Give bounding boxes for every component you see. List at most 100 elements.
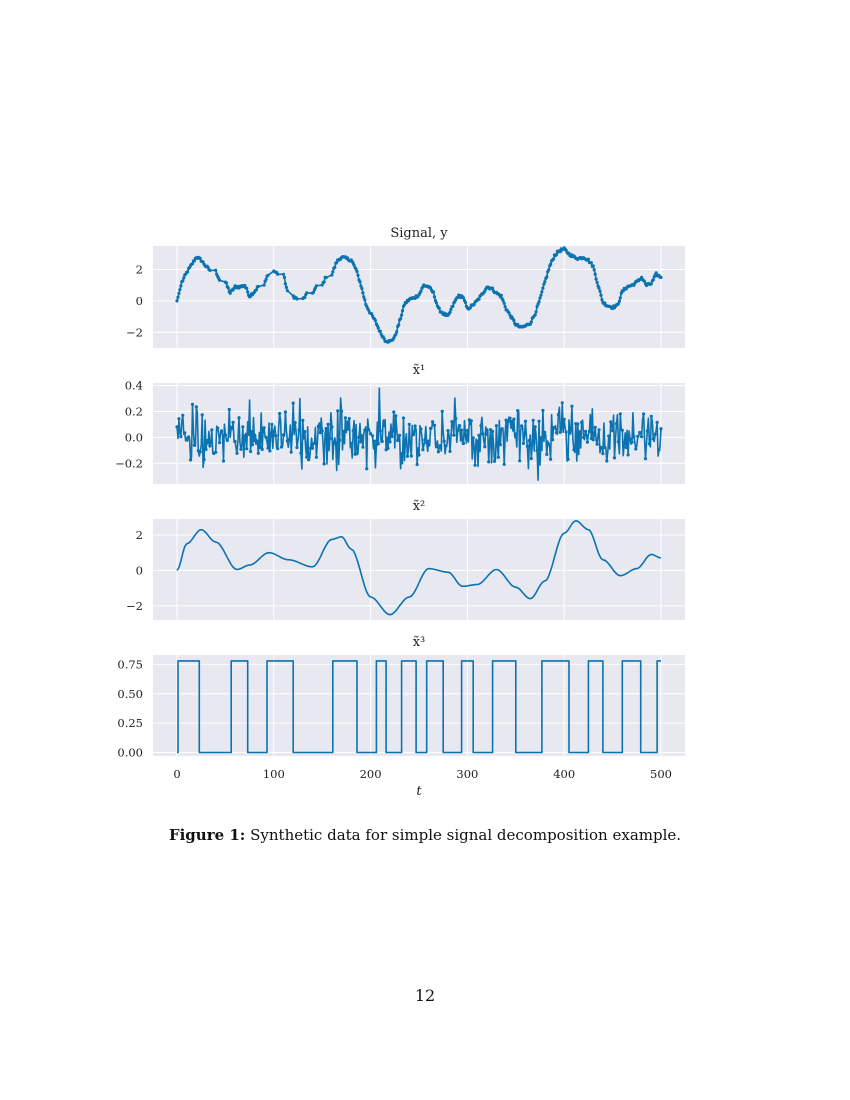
data-point: [624, 445, 628, 450]
data-point: [396, 438, 400, 443]
data-point: [382, 337, 386, 341]
data-point: [249, 449, 253, 454]
data-point: [444, 444, 448, 448]
y-tick-label: 0: [136, 294, 143, 308]
data-point: [400, 313, 404, 317]
data-point: [216, 426, 220, 430]
data-point: [481, 432, 485, 436]
data-point: [458, 424, 462, 428]
data-point: [558, 430, 562, 434]
data-point: [303, 295, 307, 300]
data-point: [436, 450, 440, 454]
data-point: [311, 290, 316, 294]
y-tick-label: −2: [126, 599, 143, 613]
data-point: [598, 289, 602, 293]
data-point: [537, 419, 541, 423]
data-point: [603, 301, 607, 305]
data-point: [295, 297, 299, 301]
data-point: [472, 302, 476, 306]
data-point: [226, 286, 230, 290]
page-number: 12: [414, 986, 436, 1005]
data-point: [262, 426, 266, 430]
data-point: [398, 433, 402, 437]
data-point: [235, 451, 239, 455]
panel-title: x̃³: [413, 635, 426, 650]
data-point: [283, 282, 287, 286]
data-point: [250, 443, 255, 447]
data-point: [431, 420, 435, 424]
data-point: [351, 429, 355, 433]
data-point: [256, 284, 260, 289]
y-tick-label: 0.0: [125, 430, 143, 444]
data-point: [541, 408, 545, 413]
y-tick-label: −2: [126, 325, 143, 339]
panel-title: x̃¹: [413, 363, 426, 378]
data-point: [322, 462, 326, 466]
data-point: [507, 311, 511, 315]
caption-label: Figure 1:: [168, 826, 246, 844]
data-point: [643, 457, 648, 461]
data-point: [440, 409, 444, 413]
data-point: [400, 451, 404, 456]
data-point: [303, 430, 307, 434]
data-point: [592, 268, 596, 272]
data-point: [460, 428, 464, 432]
data-point: [218, 278, 222, 282]
data-point: [545, 275, 549, 279]
data-point: [450, 420, 454, 424]
data-point: [372, 439, 377, 443]
data-point: [252, 439, 256, 443]
data-point: [634, 447, 638, 451]
data-point: [328, 436, 332, 441]
data-point: [299, 451, 303, 455]
data-point: [176, 295, 180, 299]
data-point: [320, 283, 324, 287]
data-point: [611, 429, 615, 433]
data-point: [618, 296, 622, 300]
data-point: [499, 293, 503, 297]
data-point: [297, 428, 301, 432]
data-point: [316, 424, 320, 428]
panel-2: 0.4 0.2 0.0 −0.2 x̃¹: [115, 363, 685, 484]
data-point: [239, 447, 243, 451]
data-point: [479, 424, 483, 428]
data-point: [330, 425, 334, 429]
data-point: [521, 441, 526, 445]
data-point: [647, 442, 652, 446]
data-point: [177, 291, 181, 295]
data-point: [415, 462, 419, 467]
data-point: [636, 434, 640, 438]
data-point: [533, 425, 537, 429]
data-point: [567, 251, 571, 255]
data-point: [437, 306, 441, 310]
data-point: [340, 409, 344, 413]
data-point: [616, 302, 621, 306]
data-point: [254, 288, 258, 292]
data-point: [465, 428, 469, 433]
data-point: [268, 449, 272, 453]
data-point: [181, 413, 185, 417]
data-point: [516, 409, 520, 413]
data-point: [278, 411, 282, 416]
data-point: [540, 290, 544, 294]
y-tick-label: 0.25: [117, 716, 143, 730]
data-point: [473, 463, 477, 467]
data-point: [192, 443, 196, 447]
data-point: [494, 424, 498, 428]
data-point: [266, 273, 270, 277]
data-point: [614, 422, 619, 426]
data-point: [330, 273, 334, 277]
data-point: [456, 428, 460, 432]
data-point: [471, 436, 475, 440]
data-point: [448, 310, 452, 314]
panel-title: x̃²: [413, 499, 426, 514]
panel-4: 0.75 0.50 0.25 0.00 x̃³ 0 100 200 300 400 500 t: [117, 635, 685, 799]
data-point: [551, 438, 555, 442]
data-point: [233, 439, 237, 444]
data-point: [448, 449, 452, 453]
data-point: [324, 276, 328, 280]
data-point: [334, 442, 338, 446]
x-tick-label: 100: [263, 767, 285, 781]
data-point: [345, 420, 349, 424]
y-tick-label: 0: [136, 563, 143, 577]
